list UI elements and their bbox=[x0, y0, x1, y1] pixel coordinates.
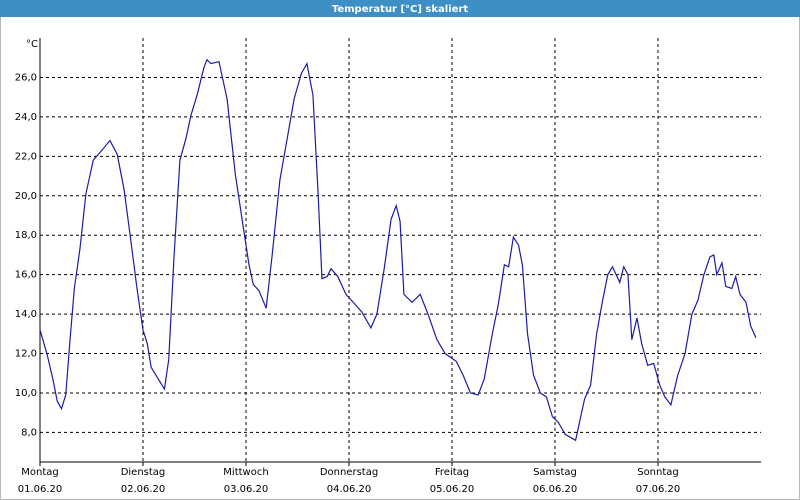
y-unit: °C bbox=[26, 39, 38, 50]
x-tick-date: 01.06.20 bbox=[18, 484, 63, 495]
y-tick-label: 20,0 bbox=[15, 191, 37, 202]
x-tick-label: Montag bbox=[21, 467, 58, 478]
y-tick-label: 18,0 bbox=[15, 230, 37, 241]
x-tick-label: Donnerstag bbox=[320, 467, 378, 478]
y-tick-label: 8,0 bbox=[21, 427, 37, 438]
y-tick-label: 14,0 bbox=[15, 309, 37, 320]
x-tick-date: 06.06.20 bbox=[533, 484, 578, 495]
x-tick-label: Mittwoch bbox=[223, 467, 268, 478]
y-tick-label: 26,0 bbox=[15, 72, 37, 83]
x-tick-label: Sonntag bbox=[637, 467, 679, 478]
x-tick-date: 05.06.20 bbox=[430, 484, 475, 495]
x-tick-date: 03.06.20 bbox=[224, 484, 269, 495]
x-tick-label: Dienstag bbox=[121, 467, 166, 478]
y-tick-label: 12,0 bbox=[15, 349, 37, 360]
x-tick-date: 07.06.20 bbox=[636, 484, 681, 495]
x-tick-date: 04.06.20 bbox=[327, 484, 372, 495]
x-tick-label: Freitag bbox=[435, 467, 469, 478]
y-tick-label: 10,0 bbox=[15, 388, 37, 399]
x-tick-label: Samstag bbox=[533, 467, 577, 478]
title-bar bbox=[0, 0, 800, 17]
x-tick-date: 02.06.20 bbox=[121, 484, 166, 495]
chart-title: Temperatur [°C] skaliert bbox=[332, 4, 469, 15]
y-tick-label: 22,0 bbox=[15, 151, 37, 162]
y-tick-label: 16,0 bbox=[15, 270, 37, 281]
y-tick-label: 24,0 bbox=[15, 112, 37, 123]
temperature-line bbox=[39, 58, 757, 442]
